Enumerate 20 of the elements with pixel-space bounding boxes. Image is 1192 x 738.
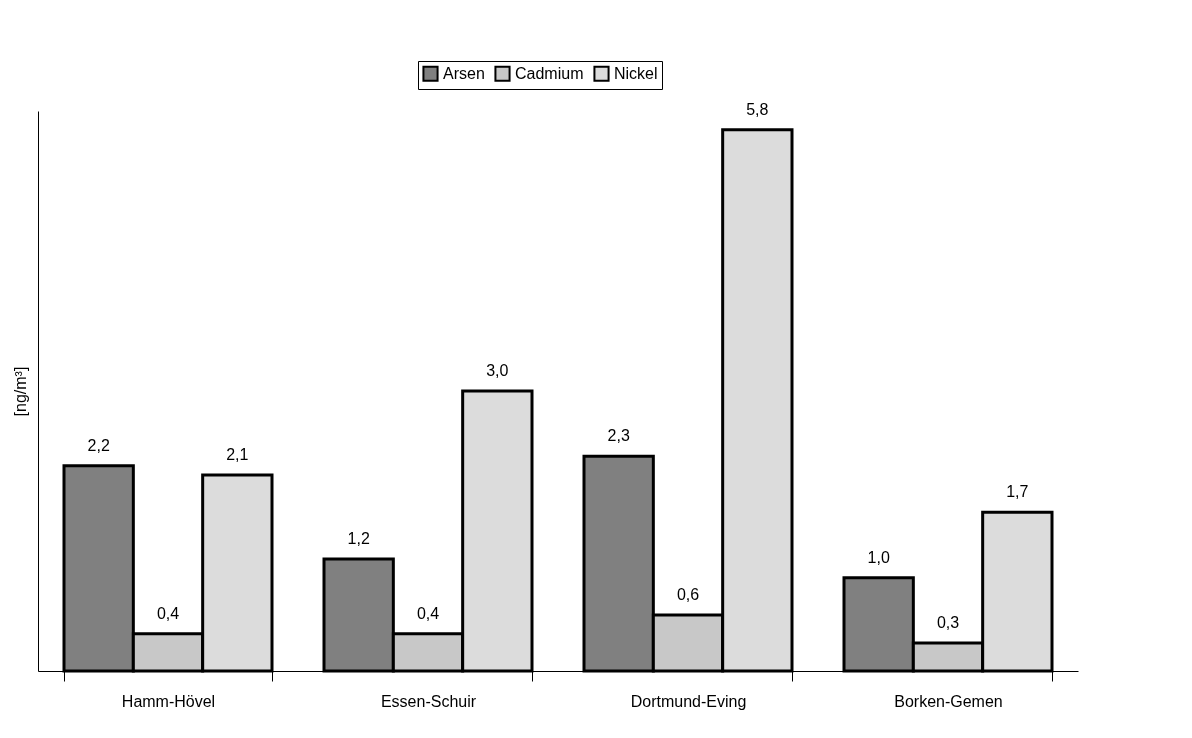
- data-label: 0,4: [416, 604, 440, 622]
- y-axis-title: [ng/m³]: [11, 366, 29, 417]
- data-label: 1,0: [867, 548, 890, 566]
- legend-label: Arsen: [443, 64, 485, 82]
- data-label: 3,0: [486, 362, 509, 379]
- data-label: 2,1: [226, 446, 249, 463]
- legend-label: Cadmium: [515, 64, 584, 82]
- data-label: 5,8: [746, 100, 769, 118]
- x-tick-label: Borken-Gemen: [894, 692, 1003, 710]
- data-label: 2,2: [87, 436, 110, 454]
- data-label: 2,3: [607, 427, 630, 445]
- x-tick-label: Essen-Schuir: [380, 692, 477, 710]
- x-tick-label: Hamm-Hövel: [121, 692, 216, 710]
- legend-label: Nickel: [614, 64, 658, 82]
- data-label: 0,3: [936, 614, 960, 631]
- data-label: 1,2: [347, 530, 370, 547]
- x-tick-label: Dortmund-Eving: [630, 692, 747, 710]
- data-label: 0,4: [156, 604, 180, 622]
- data-label: 0,6: [676, 586, 700, 603]
- data-label: 1,7: [1006, 483, 1029, 501]
